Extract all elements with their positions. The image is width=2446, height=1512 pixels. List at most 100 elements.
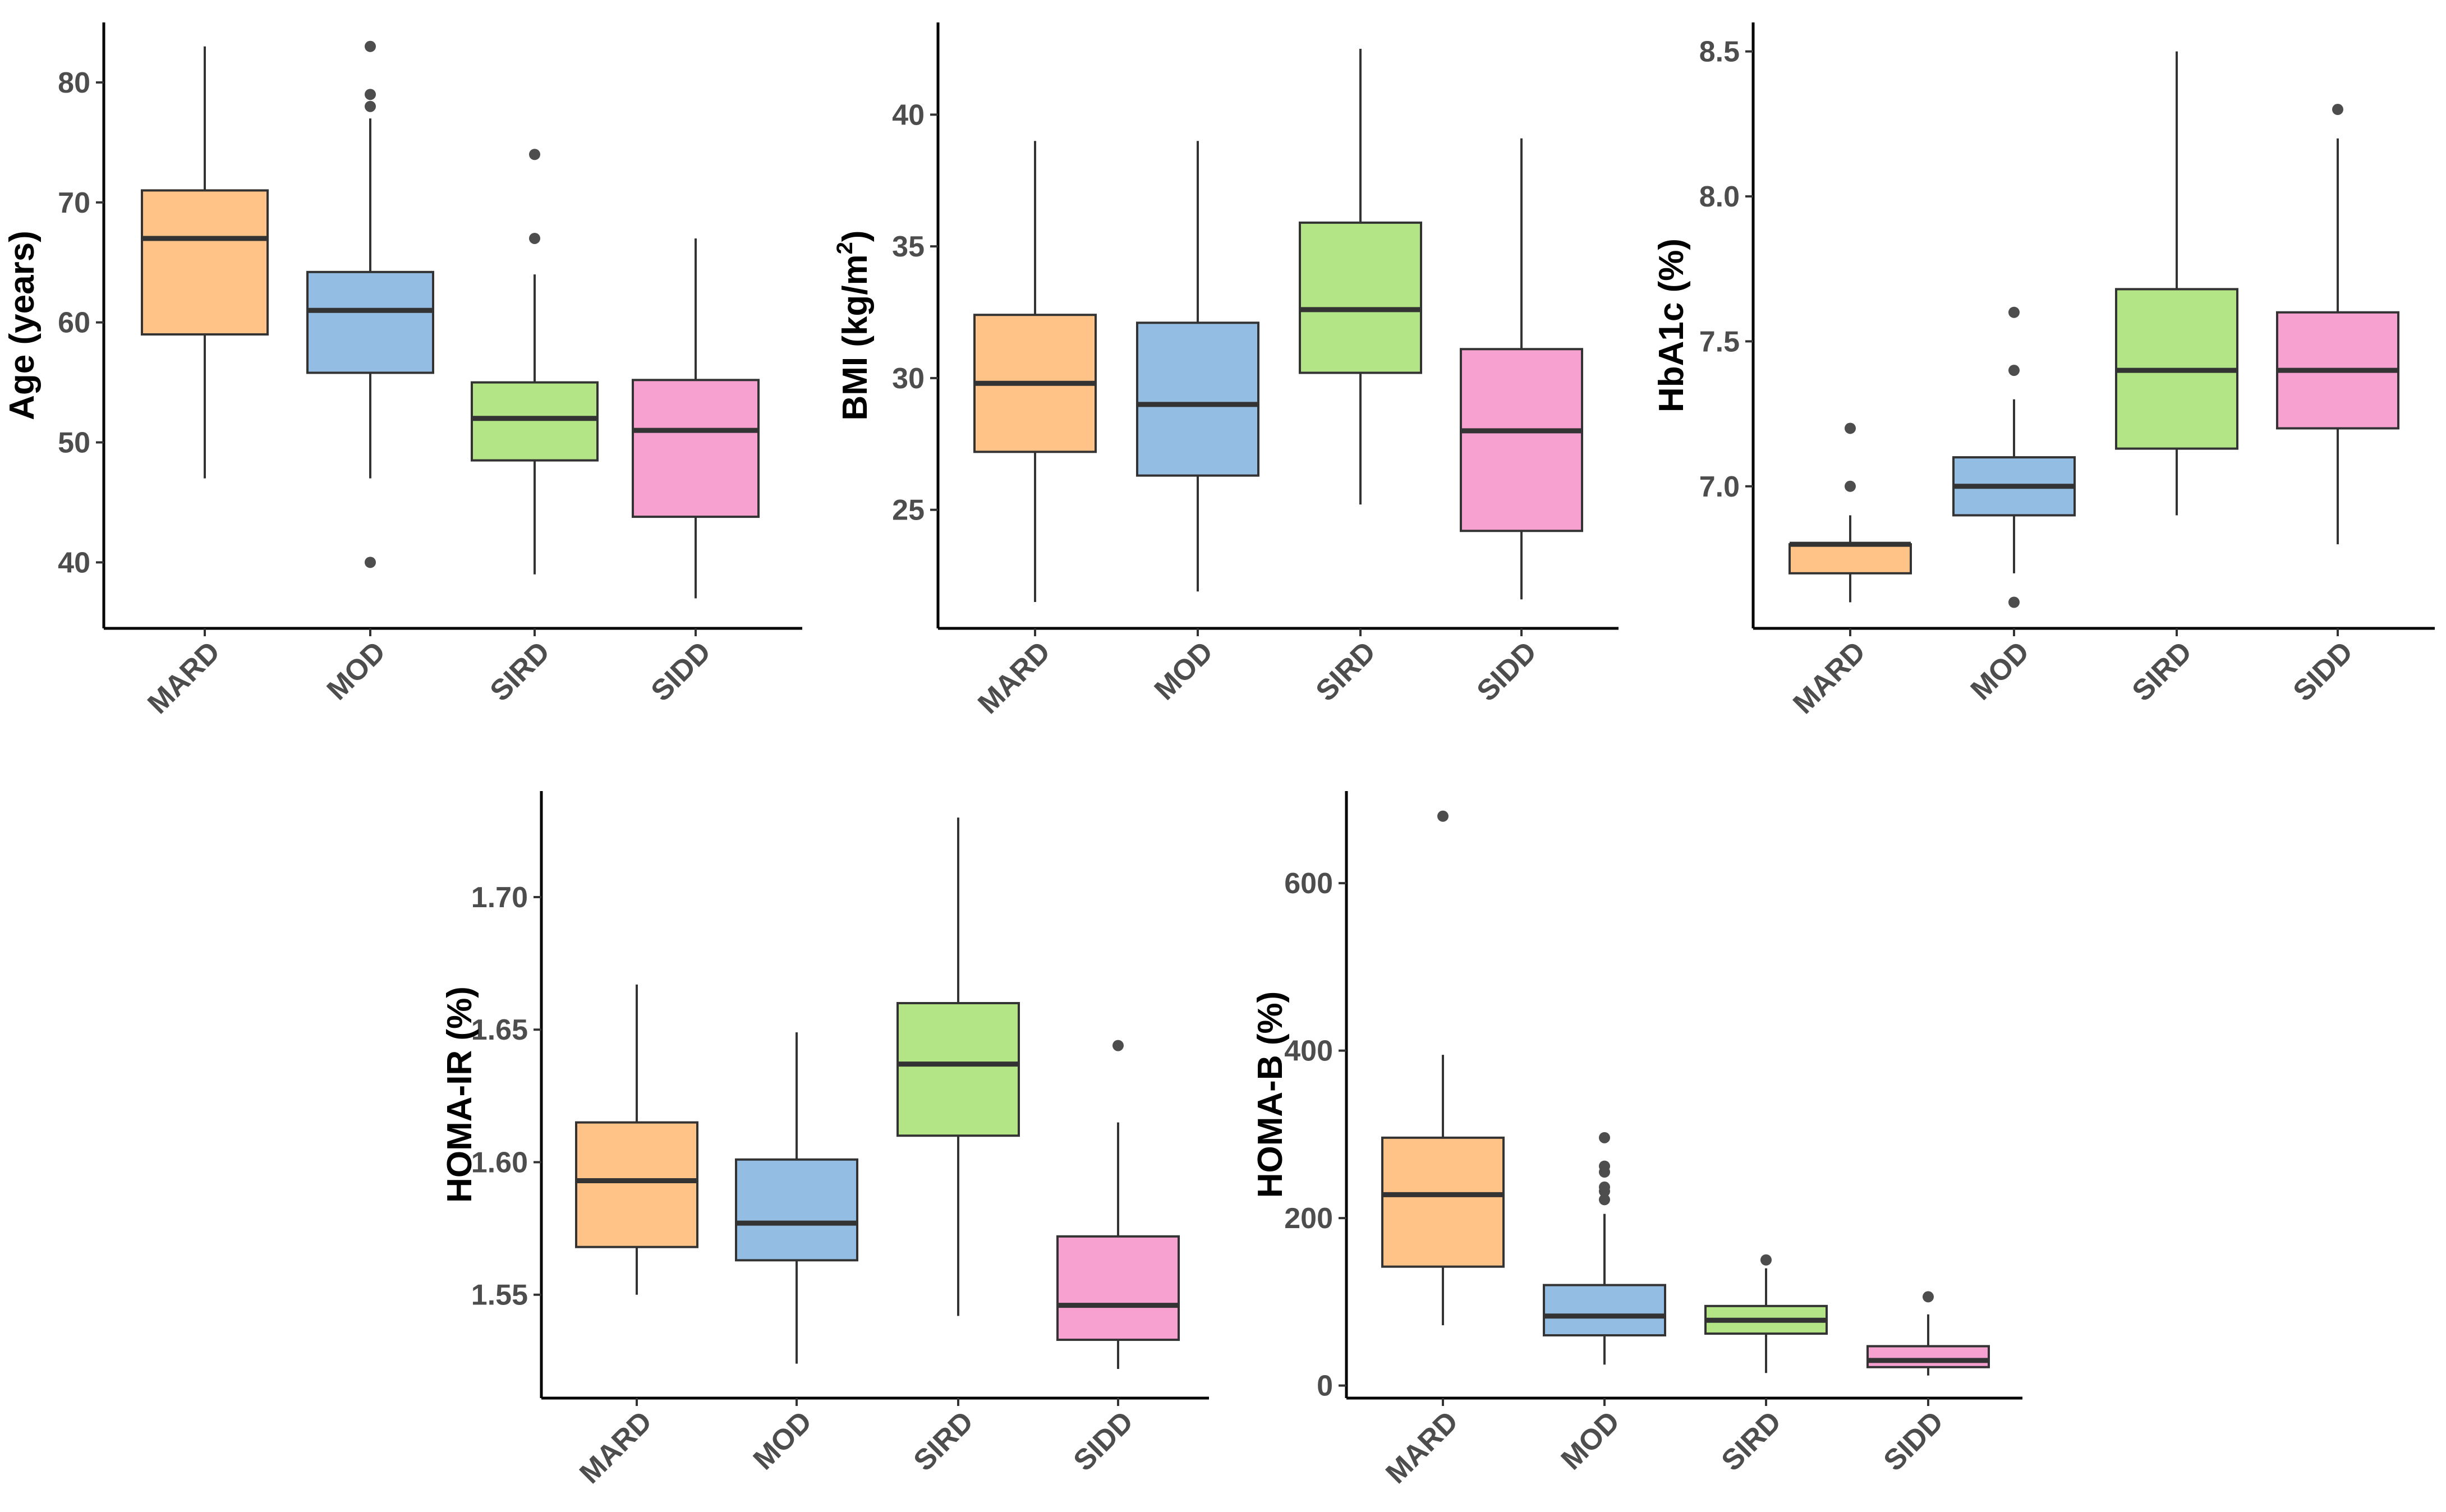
y-tick-label: 600 bbox=[1284, 867, 1333, 900]
y-tick-label: 8.5 bbox=[1699, 36, 1740, 68]
y-axis-title: HOMA-B (%) bbox=[1251, 991, 1290, 1198]
outlier-point bbox=[2008, 596, 2020, 608]
y-axis-title-text: HOMA-B (%) bbox=[1251, 991, 1290, 1198]
box-mod bbox=[1136, 141, 1259, 592]
y-axis-title-close: ) bbox=[836, 230, 875, 242]
x-tick-label: SIDD bbox=[1068, 1405, 1140, 1477]
chart-panel-4: 1.55 1.60 1.65 1.70 HOMA-IR (%) MARD MOD SIRD SI… bbox=[440, 791, 1209, 1490]
outlier-point bbox=[1112, 1040, 1124, 1051]
box-mod bbox=[1952, 306, 2076, 608]
outlier-point bbox=[2008, 306, 2020, 318]
outlier-point bbox=[1599, 1194, 1610, 1206]
x-tick-label: MARD bbox=[972, 635, 1056, 720]
y-tick-label: 30 bbox=[892, 362, 925, 395]
y-axis-title-text: Age (years) bbox=[3, 231, 42, 420]
outlier-point bbox=[2008, 365, 2020, 376]
y-tick-label: 7.0 bbox=[1699, 471, 1740, 503]
x-tick-label: SIRD bbox=[484, 635, 557, 707]
box-iqr bbox=[1460, 348, 1583, 532]
box-iqr bbox=[1866, 1345, 1990, 1368]
y-tick-label: 8.0 bbox=[1699, 181, 1740, 213]
y-axis-title-text: HOMA-IR (%) bbox=[440, 986, 479, 1203]
y-tick-label: 40 bbox=[892, 99, 925, 131]
y-tick-label: 70 bbox=[58, 187, 90, 219]
box-iqr bbox=[632, 379, 760, 518]
box-sidd bbox=[1866, 1291, 1990, 1376]
x-tick-label: MARD bbox=[1380, 1405, 1464, 1490]
box-iqr bbox=[471, 381, 599, 462]
box-sidd bbox=[1460, 138, 1583, 600]
x-tick-label: SIRD bbox=[908, 1405, 980, 1477]
outlier-point bbox=[2332, 104, 2343, 116]
x-tick-label: SIDD bbox=[1471, 635, 1543, 707]
outlier-point bbox=[365, 100, 376, 112]
box-sird bbox=[1299, 48, 1422, 505]
outlier-point bbox=[1599, 1132, 1610, 1143]
box-sird bbox=[896, 817, 1020, 1316]
x-tick-label: MOD bbox=[321, 635, 392, 706]
y-tick-label: 1.65 bbox=[471, 1014, 528, 1046]
box-mard bbox=[575, 984, 698, 1295]
y-axis-title-text: HbA1c (%) bbox=[1652, 238, 1691, 412]
box-mard bbox=[1788, 422, 1912, 603]
y-axis-title: BMI (kg/m2) bbox=[833, 230, 875, 420]
y-tick-label: 40 bbox=[58, 546, 90, 579]
x-tick-label: SIDD bbox=[645, 635, 718, 707]
outlier-point bbox=[1845, 480, 1856, 492]
x-tick-label: MOD bbox=[1555, 1405, 1626, 1476]
y-tick-label: 0 bbox=[1317, 1370, 1333, 1403]
box-iqr bbox=[1299, 221, 1422, 374]
box-sidd bbox=[632, 238, 760, 599]
box-sird bbox=[2115, 51, 2238, 516]
box-iqr bbox=[306, 270, 434, 374]
x-tick-label: MARD bbox=[141, 635, 226, 720]
chart-panel-2: 25 30 35 40 BMI (kg/m2) MARD MOD SIRD SIDD bbox=[833, 22, 1619, 720]
x-tick-label: SIDD bbox=[1878, 1405, 1950, 1477]
box-mard bbox=[141, 46, 269, 479]
box-iqr bbox=[896, 1001, 1020, 1137]
x-tick-label: MARD bbox=[1787, 635, 1872, 720]
y-tick-label: 200 bbox=[1284, 1202, 1333, 1235]
box-sidd bbox=[1056, 1040, 1180, 1369]
outlier-point bbox=[1845, 422, 1856, 434]
box-iqr bbox=[1056, 1235, 1180, 1341]
y-tick-label: 80 bbox=[58, 67, 90, 99]
box-iqr bbox=[1788, 543, 1912, 575]
outlier-point bbox=[1760, 1254, 1772, 1266]
box-sidd bbox=[2276, 104, 2399, 545]
box-mod bbox=[1543, 1132, 1666, 1365]
x-tick-label: MOD bbox=[1148, 635, 1220, 706]
outlier-point bbox=[529, 149, 540, 160]
y-tick-label: 400 bbox=[1284, 1035, 1333, 1068]
y-axis-title-superscript: 2 bbox=[833, 242, 857, 254]
box-sird bbox=[471, 149, 599, 575]
outlier-point bbox=[529, 232, 540, 244]
y-tick-label: 25 bbox=[892, 494, 925, 527]
box-sird bbox=[1704, 1254, 1828, 1373]
x-tick-label: MOD bbox=[1965, 635, 2036, 706]
y-axis-title-text: BMI (kg/m bbox=[836, 254, 875, 420]
chart-panel-5: 0 200 400 600 HOMA-B (%) MARD MOD SIRD SIDD bbox=[1251, 791, 2022, 1490]
y-tick-label: 60 bbox=[58, 307, 90, 339]
y-tick-label: 50 bbox=[58, 427, 90, 459]
x-tick-label: SIDD bbox=[2287, 635, 2360, 707]
y-axis-title: Age (years) bbox=[3, 231, 42, 420]
y-axis-title: HbA1c (%) bbox=[1652, 238, 1691, 412]
y-tick-label: 1.70 bbox=[471, 881, 528, 914]
y-tick-label: 35 bbox=[892, 231, 925, 263]
outlier-point bbox=[1923, 1291, 1934, 1303]
outlier-point bbox=[365, 40, 376, 52]
y-tick-label: 1.60 bbox=[471, 1146, 528, 1179]
box-iqr bbox=[735, 1158, 858, 1262]
x-tick-label: SIRD bbox=[2126, 635, 2199, 707]
chart-panel-1: 40 50 60 70 80 Age (years) MARD MOD SIRD SIDD bbox=[3, 22, 802, 720]
box-iqr bbox=[141, 189, 269, 336]
outlier-point bbox=[1437, 810, 1449, 822]
box-iqr bbox=[575, 1121, 698, 1248]
box-iqr bbox=[1543, 1284, 1666, 1337]
y-tick-label: 7.5 bbox=[1699, 325, 1740, 358]
box-iqr bbox=[1381, 1136, 1505, 1268]
x-tick-label: MOD bbox=[747, 1405, 819, 1476]
y-axis-title: HOMA-IR (%) bbox=[440, 986, 479, 1203]
box-mod bbox=[306, 40, 434, 568]
